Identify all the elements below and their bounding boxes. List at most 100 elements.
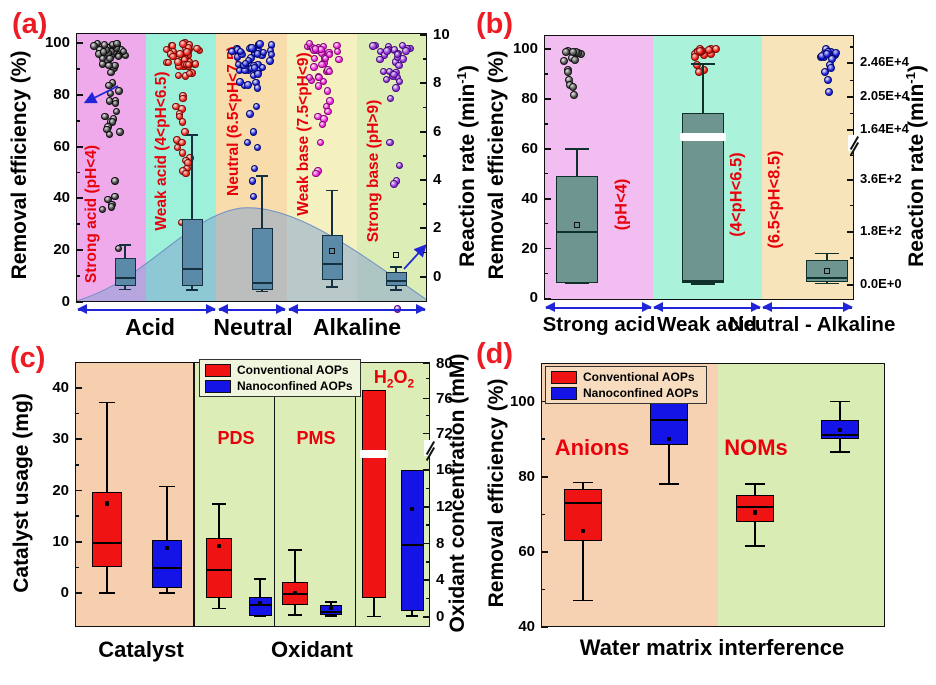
axis-tick — [75, 592, 82, 594]
whisker-cap — [744, 483, 766, 485]
tick-label: 80 — [53, 85, 70, 103]
outlier-marker — [393, 252, 399, 259]
scatter-point — [318, 60, 326, 69]
whisker-line — [166, 588, 168, 594]
axis-tick — [76, 249, 83, 251]
scatter-point — [185, 69, 194, 78]
tick-label: 80 — [518, 467, 535, 485]
scatter-point — [560, 56, 569, 65]
scatter-point — [181, 128, 189, 136]
scatter-point — [316, 138, 325, 147]
axis-tick — [544, 98, 551, 100]
axis-tick — [847, 283, 854, 286]
section-band-noms — [718, 363, 885, 627]
panel-label-c: (c) — [10, 342, 46, 374]
whisker-cap — [186, 289, 198, 291]
axis-tick — [76, 94, 83, 96]
scatter-point — [112, 107, 121, 116]
axis-minor-tick — [426, 377, 430, 380]
scatter-point — [193, 44, 201, 53]
panel-label-b: (b) — [476, 8, 514, 40]
axis-minor-tick — [75, 464, 79, 466]
scatter-point — [191, 60, 200, 68]
axis-tick — [847, 128, 854, 131]
tick-label: 8 — [436, 534, 445, 552]
legend-label: Conventional AOPs — [583, 370, 695, 384]
section-band-oxidant — [193, 362, 430, 627]
tick-label: 60 — [521, 139, 538, 157]
section-divider-2 — [354, 362, 357, 627]
scatter-point — [116, 128, 124, 136]
mean-marker — [580, 528, 586, 534]
scatter-point — [335, 55, 343, 64]
axis-minor-tick — [426, 524, 430, 526]
tick-label: 0 — [433, 267, 442, 285]
tick-label: 80 — [521, 89, 538, 107]
mean-marker — [409, 506, 415, 511]
box-iqr — [248, 596, 272, 616]
box-median — [736, 505, 774, 508]
axis-tick — [847, 62, 854, 65]
scatter-point — [386, 94, 395, 103]
scatter-point — [395, 61, 403, 70]
axis-tick — [75, 489, 82, 492]
legend-item-nanoconfined: Nanoconfined AOPs — [551, 386, 699, 400]
axis-minor-tick — [76, 223, 80, 225]
tick-label: 80 — [436, 354, 453, 372]
whisker-cap — [253, 578, 267, 580]
tick-label: 12 — [436, 497, 453, 515]
scatter-point — [113, 39, 121, 48]
scatter-point — [99, 48, 108, 56]
box-iqr — [400, 470, 424, 611]
scatter-point — [305, 73, 314, 82]
whisker-cap — [572, 599, 594, 602]
whisker-line — [839, 439, 841, 453]
axis-label-a-left: Removal efficiency (%) — [8, 50, 31, 280]
axis-minor-tick — [426, 597, 430, 600]
scatter-point — [104, 195, 112, 204]
whisker-line — [754, 521, 756, 547]
legend-swatch-nanoconfined — [205, 379, 231, 393]
whisker-cap — [256, 175, 268, 177]
box-median — [682, 280, 724, 283]
scatter-point — [246, 110, 254, 118]
scatter-point — [305, 39, 314, 48]
scatter-point — [178, 149, 187, 157]
tick-label: 4 — [436, 571, 445, 589]
whisker-line — [395, 266, 397, 272]
axis-tick — [75, 540, 82, 543]
whisker-cap — [815, 282, 839, 285]
scatter-point — [570, 55, 579, 64]
whisker-cap — [565, 282, 589, 285]
whisker-line — [702, 64, 704, 113]
axis-tick — [423, 506, 430, 508]
axis-minor-tick — [75, 566, 79, 569]
scatter-point — [248, 177, 257, 185]
tick-label: 0 — [436, 607, 445, 625]
scatter-point — [311, 45, 320, 53]
axis-label-c-left: Catalyst usage (mg) — [10, 393, 33, 593]
scatter-point — [325, 67, 334, 76]
whisker-line — [218, 504, 220, 539]
whisker-line — [331, 280, 333, 287]
axis-minor-tick — [75, 412, 79, 415]
scatter-point — [250, 164, 259, 173]
axis-minor-tick — [850, 46, 854, 48]
whisker-cap — [186, 134, 198, 136]
box-median — [806, 276, 848, 279]
whisker-line — [668, 444, 670, 485]
label-sup: -1 — [903, 72, 918, 84]
whisker-cap — [390, 289, 402, 291]
label-text: ) — [905, 65, 928, 73]
axis-tick — [423, 542, 430, 545]
axis-tick — [847, 230, 854, 233]
axis-tick — [76, 145, 83, 148]
section-divider-0 — [193, 362, 195, 627]
whisker-cap — [324, 614, 338, 617]
group-label-weak-acid: Weak acid — [657, 313, 757, 336]
group-label-neutral: Neutral — [213, 314, 293, 340]
scatter-point — [169, 52, 177, 61]
box-break-gap — [680, 132, 726, 141]
whisker-cap — [211, 607, 227, 610]
mean-marker — [292, 590, 298, 596]
